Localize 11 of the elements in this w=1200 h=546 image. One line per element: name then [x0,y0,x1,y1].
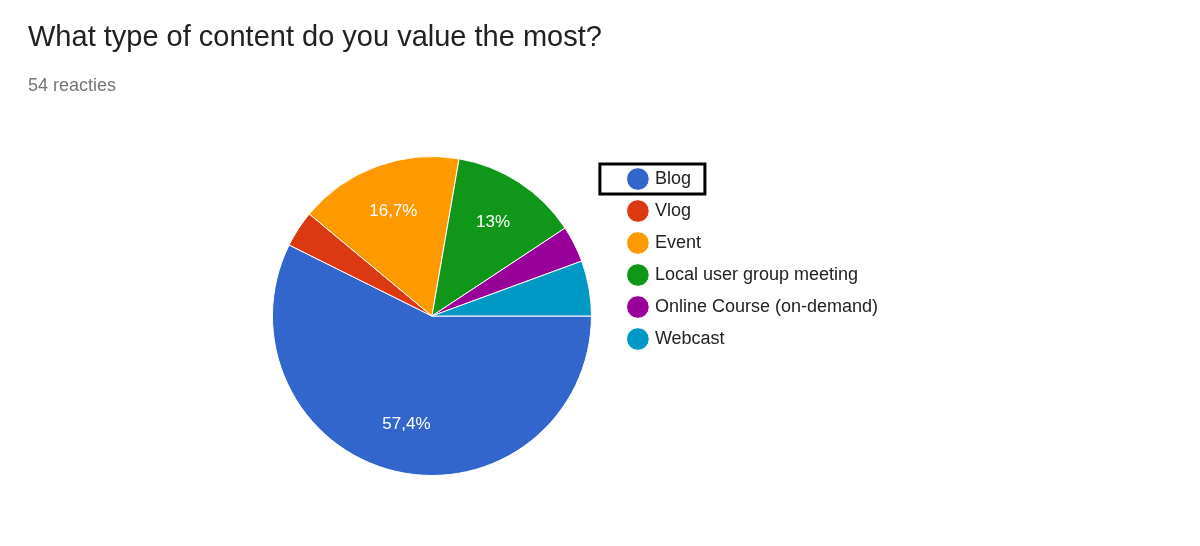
data-label: 57,4% [382,414,431,434]
legend-label: Blog [654,167,691,188]
legend-label: Online Course (on-demand) [654,295,879,316]
legend-label: Webcast [654,327,725,348]
data-label: 16,7% [369,200,418,220]
text: 54 reacties [28,75,118,96]
data-label: 13% [476,212,511,232]
legend-label: Event [654,231,701,252]
legend-label: Local user group meeting [654,263,859,284]
chart-title: What type of content do you value the most? [28,20,603,53]
legend-label: Vlog [654,199,691,220]
